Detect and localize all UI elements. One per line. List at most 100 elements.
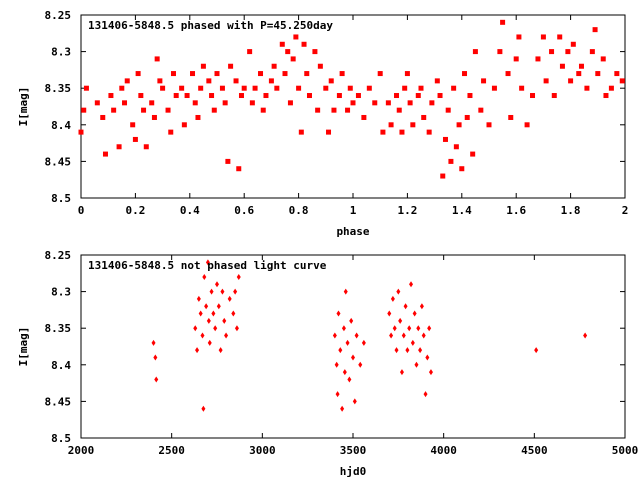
phased-plot-data-point (603, 93, 609, 99)
unphased-plot-data-point (387, 310, 392, 317)
phased-plot-data-point (143, 144, 149, 150)
phased-plot-data-point (478, 107, 484, 113)
unphased-plot-xtick-label: 4000 (430, 444, 457, 457)
phased-plot-data-point (141, 107, 147, 113)
phased-plot-xlabel: phase (336, 225, 369, 238)
phased-plot-data-point (619, 78, 625, 84)
phased-plot-data-point (149, 100, 155, 106)
unphased-plot-points (151, 259, 588, 412)
unphased-plot-data-point (409, 281, 414, 288)
unphased-plot-data-point (342, 369, 347, 376)
phased-plot-data-point (312, 49, 318, 55)
unphased-plot-data-point (419, 303, 424, 310)
unphased-plot-data-point (218, 347, 223, 354)
phased-plot-data-point (151, 114, 157, 120)
phased-plot-data-point (225, 158, 231, 164)
phased-plot-data-point (274, 85, 280, 91)
phased-plot-data-point (198, 85, 204, 91)
phased-plot-data-point (426, 129, 432, 135)
unphased-plot-data-point (222, 317, 227, 324)
phased-plot-data-point (219, 85, 225, 91)
phased-plot-data-point (464, 114, 470, 120)
phased-plot-data-point (462, 71, 468, 77)
unphased-plot-data-point (389, 332, 394, 339)
unphased-plot-data-point (427, 325, 432, 332)
unphased-plot-ylabel: I[mag] (17, 327, 30, 367)
phased-plot-data-point (530, 93, 536, 99)
phased-plot-data-point (470, 151, 476, 157)
phased-plot-data-point (116, 144, 122, 150)
unphased-plot-data-point (341, 325, 346, 332)
unphased-plot-data-point (401, 332, 406, 339)
unphased-plot-data-point (202, 273, 207, 280)
unphased-plot-data-point (198, 310, 203, 317)
phased-plot-data-point (491, 85, 497, 91)
phased-plot-xtick-label: 0.2 (125, 204, 145, 217)
unphased-plot-data-point (394, 347, 399, 354)
unphased-plot-data-point (396, 288, 401, 295)
unphased-plot-data-point (349, 317, 354, 324)
phased-plot-data-point (190, 71, 196, 77)
phased-plot-data-point (535, 56, 541, 62)
phased-plot-data-point (524, 122, 530, 128)
unphased-plot-data-point (236, 273, 241, 280)
phased-plot-data-point (399, 129, 405, 135)
unphased-plot-data-point (412, 310, 417, 317)
phased-plot-data-point (394, 93, 400, 99)
unphased-plot-data-point (358, 361, 363, 368)
phased-plot-data-point (111, 107, 117, 113)
phased-plot-data-point (445, 107, 451, 113)
phased-plot-data-point (249, 100, 255, 106)
phased-plot-data-point (132, 136, 138, 142)
phased-plot-data-point (222, 100, 228, 106)
phased-plot-data-point (326, 129, 332, 135)
unphased-plot-data-point (352, 398, 357, 405)
phased-plot-data-point (214, 71, 220, 77)
phased-plot-ytick-label: 8.45 (45, 155, 72, 168)
phased-plot-xtick-label: 2 (622, 204, 629, 217)
unphased-plot-data-point (390, 295, 395, 302)
phased-plot-data-point (184, 93, 190, 99)
unphased-plot-data-point (405, 347, 410, 354)
unphased-plot-ytick-label: 8.25 (45, 249, 72, 262)
unphased-plot-data-point (200, 332, 205, 339)
unphased-plot-data-point (392, 325, 397, 332)
unphased-plot-ytick-label: 8.5 (51, 432, 71, 445)
phased-plot-data-point (543, 78, 549, 84)
phased-plot-data-point (481, 78, 487, 84)
phased-plot-data-point (614, 71, 620, 77)
phased-plot-data-point (505, 71, 511, 77)
phased-plot-data-point (200, 63, 206, 69)
phased-plot-data-point (404, 71, 410, 77)
unphased-plot-data-point (534, 347, 539, 354)
phased-plot-ytick-label: 8.25 (45, 9, 72, 22)
phased-plot-data-point (236, 166, 242, 172)
phased-plot-data-point (323, 85, 329, 91)
unphased-plot-data-point (345, 339, 350, 346)
phased-plot-data-point (557, 34, 563, 40)
phased-plot-data-point (252, 85, 258, 91)
unphased-plot-data-point (207, 339, 212, 346)
phased-plot-data-point (290, 56, 296, 62)
unphased-plot-data-point (211, 310, 216, 317)
phased-plot-xtick-label: 1.8 (561, 204, 581, 217)
unphased-plot-ytick-label: 8.4 (51, 359, 71, 372)
phased-plot-data-point (306, 93, 312, 99)
phased-plot-data-point (138, 93, 144, 99)
phased-plot-xtick-label: 1.6 (506, 204, 526, 217)
unphased-plot-data-point (398, 317, 403, 324)
phased-plot-data-point (260, 107, 266, 113)
unphased-plot-data-point (336, 310, 341, 317)
phased-plot-data-point (440, 173, 446, 179)
phased-plot-data-point (339, 71, 345, 77)
unphased-plot-data-point (209, 288, 214, 295)
phased-plot-data-point (301, 41, 307, 47)
unphased-plot-data-point (206, 317, 211, 324)
phased-plot-data-point (396, 107, 402, 113)
phased-plot-data-point (293, 34, 299, 40)
phased-plot-data-point (157, 78, 163, 84)
unphased-plot-data-point (234, 325, 239, 332)
phased-plot-data-point (418, 85, 424, 91)
phased-plot-data-point (595, 71, 601, 77)
